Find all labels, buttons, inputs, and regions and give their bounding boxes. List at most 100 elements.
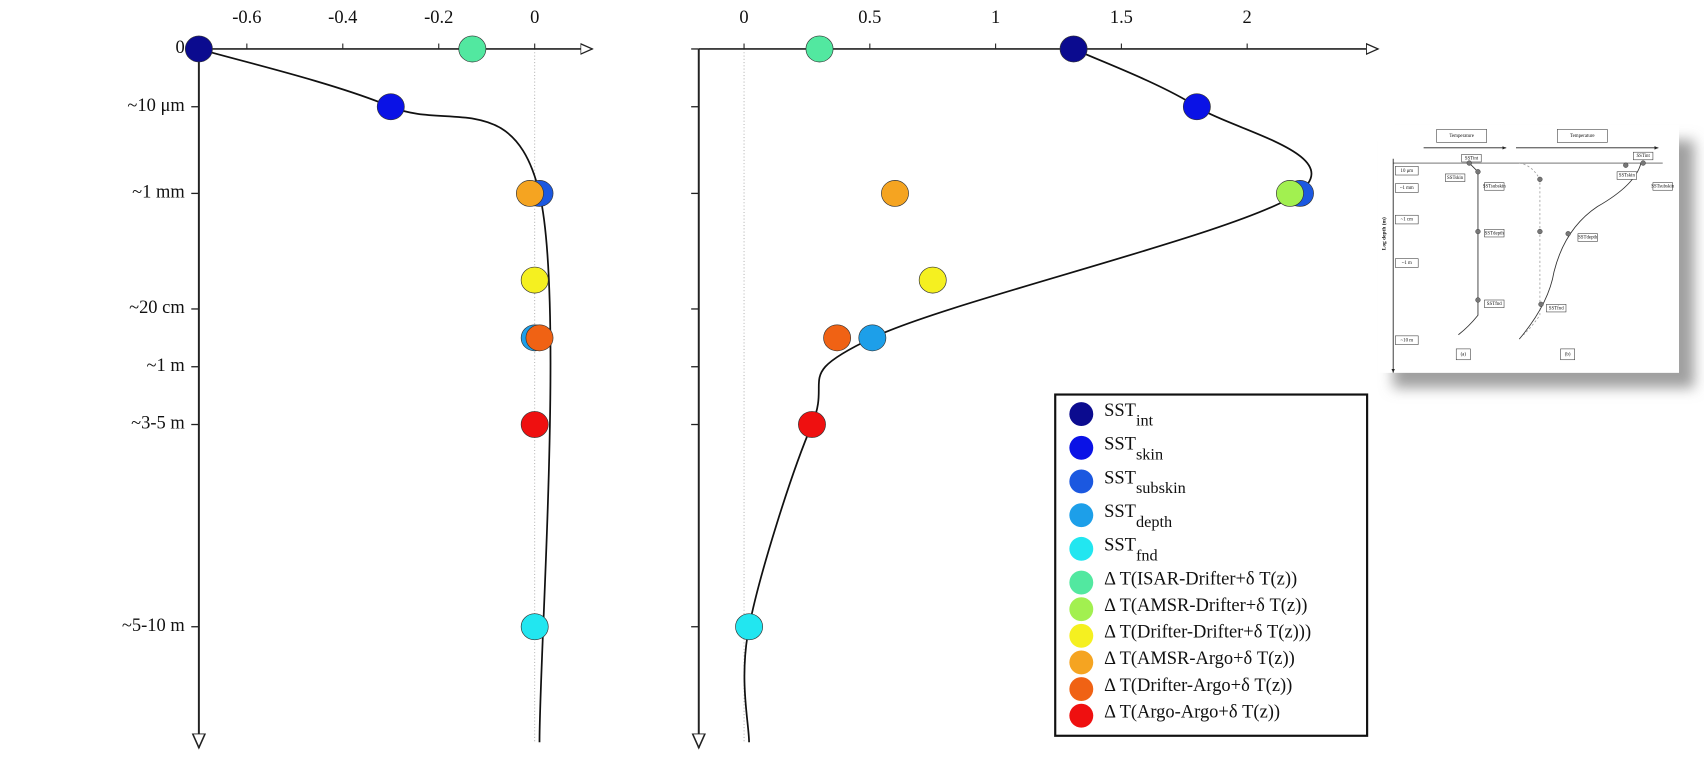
legend-name: SST xyxy=(1104,535,1136,555)
inset-panel: (b) xyxy=(1565,352,1571,357)
inset-label-box xyxy=(1577,233,1598,242)
inset-dot xyxy=(1537,176,1543,182)
inset-dot xyxy=(1623,162,1629,168)
legend-name: Δ T(ISAR-Drifter+δ T(z)) xyxy=(1104,569,1297,590)
inset-label: SSTint xyxy=(1465,156,1479,161)
inset-depth: 10 μm xyxy=(1401,169,1414,174)
y-tick-label: ~3-5 m xyxy=(131,413,185,433)
inset-label: SSTskin xyxy=(1619,174,1636,179)
inset-depth: ~1 mm xyxy=(1400,186,1414,191)
inset-dot xyxy=(1466,160,1472,166)
inset-dot xyxy=(1475,169,1481,175)
inset-curve xyxy=(1458,162,1479,336)
inset-label: SSTsubskin xyxy=(1651,185,1675,190)
data-point xyxy=(1059,35,1088,63)
inset-dot xyxy=(1475,297,1481,303)
y-tick-label: ~1 m xyxy=(147,355,186,375)
y-tick-label: ~5-10 m xyxy=(122,615,185,635)
legend-subscript: depth xyxy=(1136,512,1172,531)
inset-ylabel: Log depth (m) xyxy=(1381,217,1388,250)
legend-marker xyxy=(1069,623,1094,648)
inset-dot xyxy=(1565,231,1571,237)
x-tick-label: 1.5 xyxy=(1110,7,1133,27)
inset-depth-box xyxy=(1395,214,1419,225)
profile-curve xyxy=(198,48,552,743)
legend-label: Δ T(Argo-Argo+δ T(z)) xyxy=(1104,702,1280,723)
inset-header-box xyxy=(1557,129,1608,143)
x-tick-label: 0 xyxy=(530,7,539,27)
y-tick-label: ~10 μm xyxy=(127,95,185,115)
data-point xyxy=(858,324,887,352)
inset-panel: (a) xyxy=(1461,352,1467,357)
data-point xyxy=(515,180,544,207)
legend-subscript: fnd xyxy=(1136,545,1158,564)
legend-label: SSTsubskin xyxy=(1104,468,1186,497)
legend-label: SSTdepth xyxy=(1104,501,1172,530)
data-point xyxy=(458,35,487,63)
x-tick-label: 1 xyxy=(991,7,1000,27)
inset-label-box xyxy=(1546,304,1567,313)
inset-header-box xyxy=(1436,129,1487,143)
data-point xyxy=(1182,93,1211,121)
inset-depth: ~10 m xyxy=(1401,338,1414,343)
inset-dot xyxy=(1640,160,1646,166)
x-tick-label: -0.4 xyxy=(328,7,357,27)
inset-label-box xyxy=(1633,151,1654,161)
inset-header: Temperature xyxy=(1449,134,1474,139)
inset-figure: Temperature Temperature 10 μm ~1 mm ~1 cm ~1 … xyxy=(1377,125,1680,373)
inset-label-box xyxy=(1652,182,1673,191)
inset-dot xyxy=(1475,228,1481,235)
data-point xyxy=(1276,180,1304,207)
data-point xyxy=(798,411,826,438)
inset-panel-box xyxy=(1560,348,1575,361)
x-tick-label: 0.5 xyxy=(858,7,881,27)
legend-marker xyxy=(1069,703,1094,728)
inset-depth: ~1 cm xyxy=(1401,218,1413,223)
inset-depth: ~1 m xyxy=(1402,261,1412,266)
inset-label: SSTdepth xyxy=(1578,236,1598,241)
x-tick-label: 0 xyxy=(739,7,748,27)
inset-label: SSTdepth xyxy=(1485,231,1505,236)
inset-label: SSTfnd xyxy=(1487,302,1502,307)
legend-label: Δ T(Drifter-Argo+δ T(z)) xyxy=(1104,675,1292,696)
data-point xyxy=(520,613,549,641)
legend-name: SST xyxy=(1104,468,1136,488)
inset-depth-box xyxy=(1395,166,1419,176)
inset-label-box xyxy=(1484,229,1505,238)
data-point xyxy=(918,266,947,294)
inset-depth-box xyxy=(1395,183,1419,193)
x-tick-label: 2 xyxy=(1243,7,1252,27)
legend-marker xyxy=(1069,469,1094,494)
legend-label: Δ T(AMSR-Argo+δ T(z)) xyxy=(1104,648,1295,669)
legend-subscript: int xyxy=(1136,410,1154,429)
legend-label: Δ T(AMSR-Drifter+δ T(z)) xyxy=(1104,595,1307,616)
legend-label: Δ T(Drifter-Drifter+δ T(z))) xyxy=(1104,622,1311,643)
inset-label-box xyxy=(1616,171,1637,180)
inset-label: SSTfnd xyxy=(1549,306,1564,311)
legend-name: SST xyxy=(1104,501,1136,521)
legend-marker xyxy=(1069,536,1094,561)
data-point xyxy=(805,35,834,63)
data-point xyxy=(184,35,213,63)
y-tick-label: ~20 cm xyxy=(129,297,185,317)
legend-name: Δ T(Drifter-Argo+δ T(z)) xyxy=(1104,675,1292,696)
inset-header: Temperature xyxy=(1570,134,1595,139)
inset-label-box xyxy=(1445,173,1466,182)
legend-marker xyxy=(1069,597,1094,622)
x-tick-label: -0.2 xyxy=(424,7,453,27)
inset-panel-box xyxy=(1455,348,1471,361)
legend-name: Δ T(Argo-Argo+δ T(z)) xyxy=(1104,702,1280,723)
data-point xyxy=(520,411,549,438)
profile-curve xyxy=(743,48,1313,743)
data-point xyxy=(525,324,554,352)
legend-marker xyxy=(1069,570,1094,595)
inset-label-box xyxy=(1484,299,1505,308)
inset-depth-box xyxy=(1395,335,1419,345)
legend-name: SST xyxy=(1104,400,1136,420)
inset-dot xyxy=(1537,228,1543,235)
data-point xyxy=(376,93,405,121)
legend-label: SSTfnd xyxy=(1104,535,1158,564)
legend-marker xyxy=(1069,503,1094,528)
